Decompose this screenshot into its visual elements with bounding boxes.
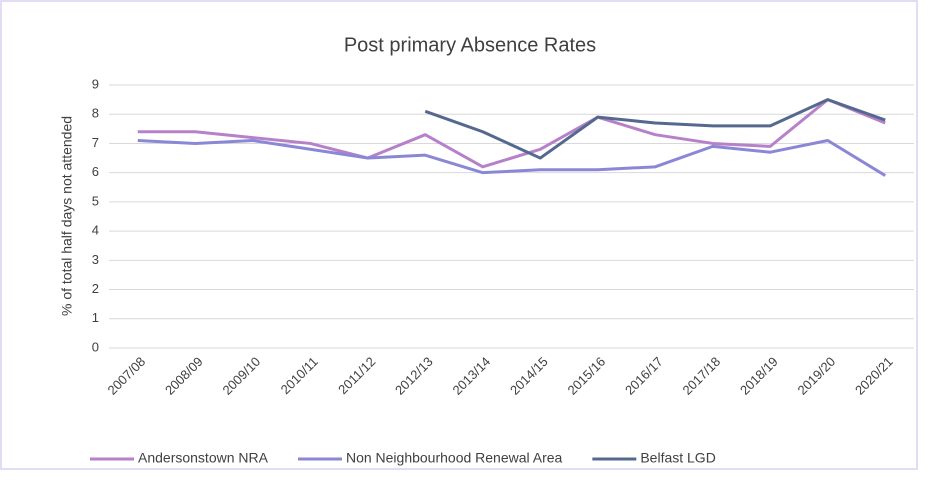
y-tick-label: 4 bbox=[92, 223, 99, 238]
legend-label: Non Neighbourhood Renewal Area bbox=[346, 450, 563, 466]
legend-label: Andersonstown NRA bbox=[138, 450, 269, 466]
y-tick-label: 2 bbox=[92, 281, 99, 296]
y-tick-label: 5 bbox=[92, 193, 99, 208]
y-tick-label: 6 bbox=[92, 164, 99, 179]
legend-label: Belfast LGD bbox=[640, 450, 715, 466]
chart-frame bbox=[0, 0, 918, 470]
chart-title: Post primary Absence Rates bbox=[344, 34, 596, 56]
y-tick-label: 8 bbox=[92, 106, 99, 121]
series-line bbox=[424, 98, 886, 160]
y-tick-label: 9 bbox=[92, 76, 99, 91]
y-tick-label: 7 bbox=[92, 135, 99, 150]
y-axis-label: % of total half days not attended bbox=[59, 116, 75, 316]
y-tick-label: 3 bbox=[92, 252, 99, 267]
series-line bbox=[137, 139, 887, 177]
y-tick-label: 0 bbox=[92, 339, 99, 354]
y-tick-label: 1 bbox=[92, 310, 99, 325]
series-line bbox=[137, 98, 886, 169]
